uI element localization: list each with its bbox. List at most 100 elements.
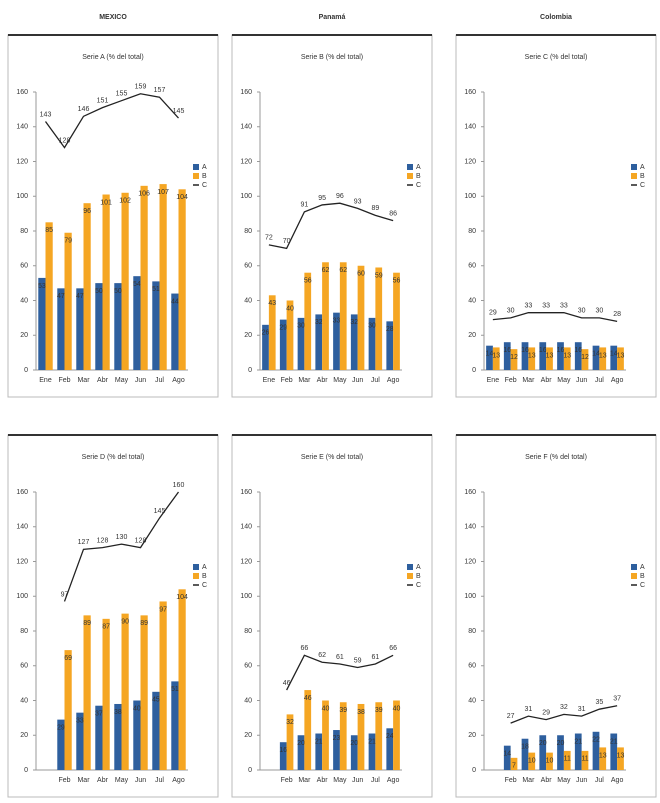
legend-label: A	[416, 564, 421, 571]
bar-label: 62	[339, 267, 347, 274]
bar-label: 33	[333, 318, 341, 325]
bar-label: 45	[152, 697, 160, 704]
bar-label: 16	[574, 347, 582, 354]
y-tick-label: 0	[472, 367, 476, 374]
x-tick-label: Feb	[58, 377, 70, 384]
x-tick-label: Feb	[58, 777, 70, 784]
bar	[546, 347, 553, 370]
x-tick-label: Jul	[371, 377, 380, 384]
legend-swatch	[193, 173, 199, 179]
bar	[599, 747, 607, 770]
chart-title: Serie A (% del total)	[82, 54, 143, 61]
legend-label: C	[202, 182, 207, 189]
legend-swatch	[407, 564, 413, 570]
bar-label: 51	[152, 286, 160, 293]
x-tick-label: May	[333, 777, 347, 784]
bar-label: 104	[176, 594, 188, 601]
bar	[45, 222, 53, 370]
x-tick-label: Jul	[595, 777, 604, 784]
bar-label: 12	[581, 354, 589, 361]
line-label: 62	[318, 652, 326, 659]
bar-label: 60	[357, 271, 365, 278]
bar	[279, 319, 287, 370]
y-tick-label: 60	[20, 663, 28, 670]
bar-label: 29	[279, 324, 287, 331]
y-tick-label: 100	[464, 593, 476, 600]
legend-label: C	[202, 582, 207, 589]
x-tick-label: May	[115, 777, 129, 784]
panel	[455, 34, 657, 398]
bar	[574, 733, 582, 770]
line-label: 159	[135, 84, 147, 91]
x-tick-label: May	[557, 377, 571, 384]
bar	[133, 276, 141, 370]
bar	[297, 317, 305, 370]
bar-label: 90	[121, 618, 129, 625]
y-tick-label: 40	[244, 297, 252, 304]
bar-label: 14	[486, 351, 494, 358]
line-label: 128	[59, 137, 71, 144]
bar	[304, 690, 312, 770]
bar	[333, 730, 340, 770]
legend-swatch	[407, 573, 413, 579]
bar-label: 50	[95, 288, 103, 295]
bar	[528, 752, 536, 770]
bar	[375, 267, 383, 370]
y-tick-label: 80	[468, 628, 476, 635]
x-tick-label: Abr	[97, 777, 109, 784]
bar-label: 7	[512, 763, 516, 770]
bar-label: 13	[617, 352, 625, 359]
bar	[386, 728, 394, 770]
x-tick-label: Jul	[155, 377, 164, 384]
y-tick-label: 0	[24, 767, 28, 774]
legend-label: B	[202, 173, 207, 180]
x-tick-label: Jun	[352, 777, 363, 784]
bar	[64, 650, 72, 770]
line-label: 95	[318, 195, 326, 202]
bar-label: 32	[315, 319, 323, 326]
y-tick-label: 120	[16, 158, 28, 165]
x-tick-label: Feb	[281, 377, 293, 384]
bar	[57, 288, 65, 370]
bar	[76, 288, 84, 370]
bar	[95, 705, 103, 770]
bar	[617, 347, 624, 370]
legend-label: A	[202, 564, 207, 571]
line	[268, 202, 394, 250]
line-label: 27	[507, 713, 515, 720]
bar-label: 59	[375, 272, 383, 279]
bar	[503, 342, 511, 370]
line	[44, 93, 179, 149]
bar	[95, 283, 103, 370]
y-tick-label: 60	[468, 263, 476, 270]
line-label: 33	[542, 303, 550, 310]
y-tick-label: 80	[244, 228, 252, 235]
y-tick-label: 100	[16, 193, 28, 200]
bar	[76, 712, 84, 770]
line-label: 130	[116, 534, 128, 541]
x-tick-label: Mar	[298, 777, 311, 784]
line-label: 29	[489, 309, 497, 316]
bar	[121, 613, 129, 770]
bar-label: 10	[528, 757, 536, 764]
line-label: 97	[61, 591, 69, 598]
bar	[563, 347, 571, 370]
y-tick-label: 20	[468, 732, 476, 739]
line-label: 35	[595, 699, 603, 706]
bar-label: 24	[386, 733, 394, 740]
chart-title: Serie B (% del total)	[301, 54, 363, 61]
legend-label: C	[416, 182, 421, 189]
y-tick-label: 80	[20, 628, 28, 635]
bar-label: 62	[322, 267, 330, 274]
legend-label: B	[416, 173, 421, 180]
bar-label: 53	[38, 283, 46, 290]
bar-label: 89	[83, 620, 91, 627]
bar	[557, 735, 564, 770]
y-tick-label: 60	[20, 263, 28, 270]
y-tick-label: 140	[240, 124, 252, 131]
x-tick-label: Feb	[505, 377, 517, 384]
line-label: 28	[613, 311, 621, 318]
bar	[368, 733, 376, 770]
line-label: 127	[78, 539, 90, 546]
